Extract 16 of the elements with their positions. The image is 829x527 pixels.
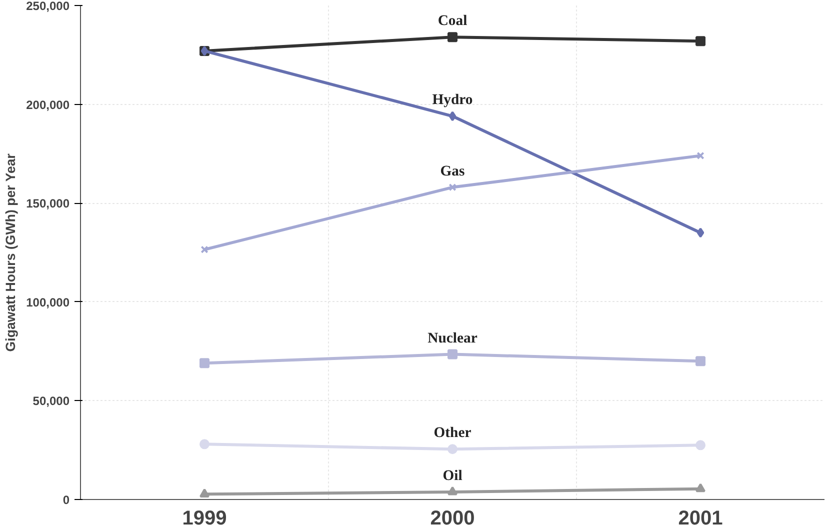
y-tick-label: 200,000 bbox=[26, 98, 70, 112]
series-label: Oil bbox=[442, 468, 462, 484]
y-tick-label: 100,000 bbox=[26, 295, 70, 310]
series-label: Hydro bbox=[432, 92, 473, 108]
series-label: Other bbox=[434, 425, 472, 442]
x-tick-label: 2000 bbox=[430, 508, 475, 527]
y-tick-label: 50,000 bbox=[32, 394, 70, 408]
y-tick-label: 0 bbox=[62, 493, 70, 507]
x-tick-label: 2001 bbox=[678, 508, 723, 527]
y-tick-label: 150,000 bbox=[26, 196, 70, 211]
y-axis-title: Gigawatt Hours (GWh) per Year bbox=[3, 154, 18, 352]
y-tick-label: 250,000 bbox=[26, 0, 70, 13]
series-label: Coal bbox=[438, 13, 468, 30]
series-label: Gas bbox=[440, 163, 466, 180]
x-tick-label: 1999 bbox=[182, 508, 227, 527]
series-label: Nuclear bbox=[428, 330, 478, 346]
